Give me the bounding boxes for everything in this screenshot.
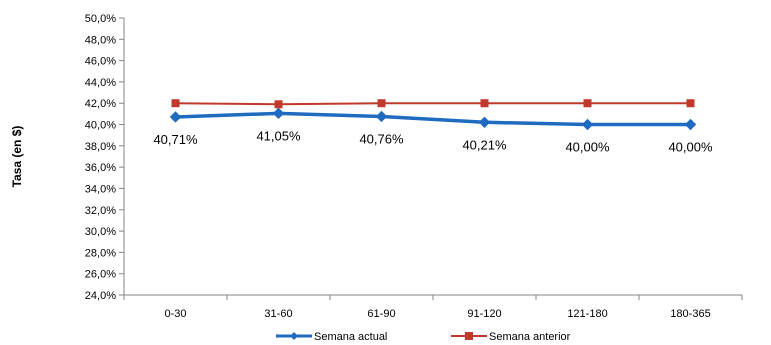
y-axis-title: Tasa (en $) — [10, 126, 24, 188]
data-point-square — [274, 100, 283, 109]
data-point-square — [377, 99, 386, 108]
data-point-square — [171, 99, 180, 108]
data-point-diamond — [272, 107, 285, 120]
y-tick-label: 32,0% — [85, 205, 116, 217]
legend: Semana actual Semana anterior — [276, 331, 571, 343]
data-point-diamond — [684, 118, 697, 131]
y-tick-label: 26,0% — [85, 269, 116, 281]
legend-label: Semana actual — [314, 331, 387, 343]
y-tick-label: 30,0% — [85, 226, 116, 238]
y-tick-label: 50,0% — [85, 13, 116, 25]
y-tick-label: 28,0% — [85, 247, 116, 259]
data-point-diamond — [581, 118, 594, 131]
data-label: 40,00% — [668, 140, 713, 155]
y-tick-label: 48,0% — [85, 34, 116, 46]
legend-marker-square — [465, 332, 473, 340]
y-axis: 24,0% 26,0% 28,0% 30,0% 32,0% 34,0% 36,0% 38,0%… — [85, 13, 125, 302]
y-tick-label: 44,0% — [85, 77, 116, 89]
x-tick-label: 0-30 — [164, 308, 186, 320]
data-point-diamond — [169, 111, 182, 123]
data-labels: 40,71% 41,05% 40,76% 40,21% 40,00% 40,00% — [153, 128, 713, 154]
legend-marker-diamond — [290, 332, 298, 340]
y-tick-label: 38,0% — [85, 141, 116, 153]
x-tick-label: 121-180 — [567, 308, 607, 320]
data-point-square — [583, 99, 592, 108]
legend-label: Semana anterior — [489, 331, 571, 343]
data-point-diamond — [375, 110, 388, 123]
data-point-square — [480, 99, 489, 108]
x-tick-label: 91-120 — [467, 308, 501, 320]
data-label: 40,71% — [153, 132, 198, 147]
y-tick-label: 46,0% — [85, 56, 116, 68]
x-tick-label: 31-60 — [264, 308, 292, 320]
y-tick-label: 40,0% — [85, 120, 116, 132]
data-label: 41,05% — [256, 128, 301, 143]
x-tick-label: 61-90 — [367, 308, 395, 320]
y-tick-label: 42,0% — [85, 98, 116, 110]
data-point-square — [686, 99, 695, 108]
y-tick-label: 34,0% — [85, 183, 116, 195]
x-tick-label: 180-365 — [670, 308, 710, 320]
series-layer — [169, 99, 697, 131]
data-label: 40,21% — [462, 137, 507, 152]
series-line — [175, 102, 691, 106]
data-label: 40,76% — [359, 131, 404, 146]
y-tick-label: 24,0% — [85, 290, 116, 302]
y-tick-label: 36,0% — [85, 162, 116, 174]
data-label: 40,00% — [565, 140, 610, 155]
series-line — [175, 111, 691, 127]
x-axis: 0-30 31-60 61-90 91-120 121-180 180-365 — [123, 294, 743, 320]
data-point-diamond — [478, 116, 491, 129]
